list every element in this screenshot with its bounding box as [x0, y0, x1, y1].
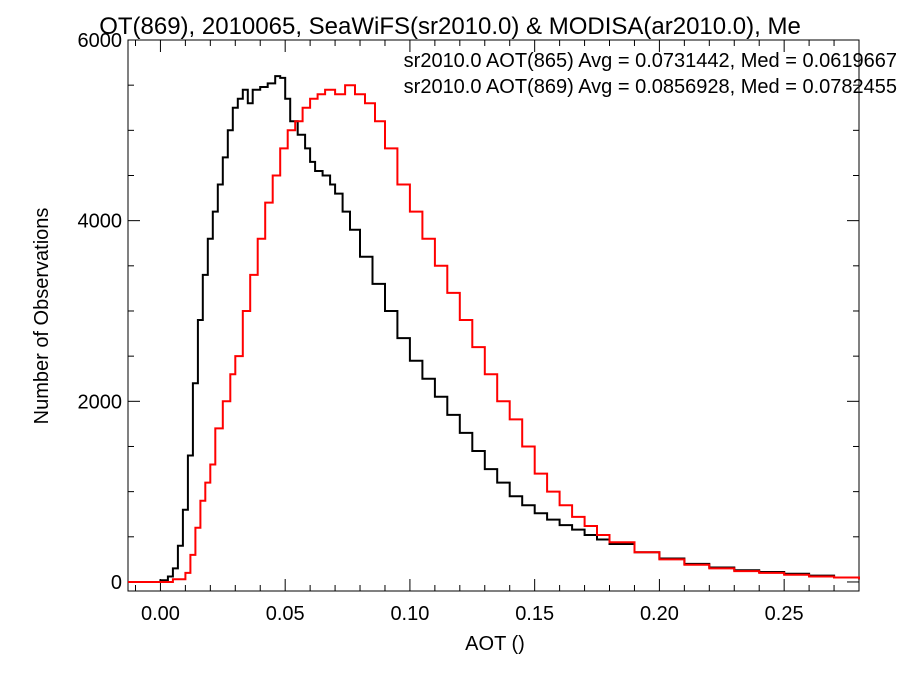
y-tick-label: 2000: [78, 391, 123, 413]
series-layer: [128, 75, 860, 583]
x-tick-label: 0.05: [266, 603, 305, 625]
x-tick-label: 0.25: [765, 603, 804, 625]
x-tick-label: 0.20: [640, 603, 679, 625]
x-axis-label: AOT (): [465, 633, 525, 655]
y-axis-ticks: [128, 39, 859, 583]
y-axis-label: Number of Observations: [31, 208, 53, 425]
x-tick-label: 0.15: [515, 603, 554, 625]
plot-frame: [127, 39, 860, 592]
y-tick-label: 0: [111, 572, 122, 594]
x-axis-ticks: [134, 40, 835, 591]
chart-title: OT(869), 2010065, SeaWiFS(sr2010.0) & MO…: [99, 13, 801, 40]
y-axis-tick-labels: 0 2000 4000 6000: [78, 30, 123, 594]
y-tick-label: 4000: [78, 211, 123, 233]
x-axis-tick-labels: 0.00 0.05 0.10 0.15 0.20 0.25: [141, 603, 804, 625]
series-line-red: [128, 84, 860, 583]
x-tick-label: 0.00: [141, 603, 180, 625]
legend-entry-black: sr2010.0 AOT(865) Avg = 0.0731442, Med =…: [404, 50, 897, 72]
y-tick-label: 6000: [78, 30, 123, 52]
legend-entry-red: sr2010.0 AOT(869) Avg = 0.0856928, Med =…: [404, 76, 897, 98]
x-tick-label: 0.10: [390, 603, 429, 625]
plot-area: [127, 39, 860, 592]
series-line-black: [128, 75, 860, 583]
